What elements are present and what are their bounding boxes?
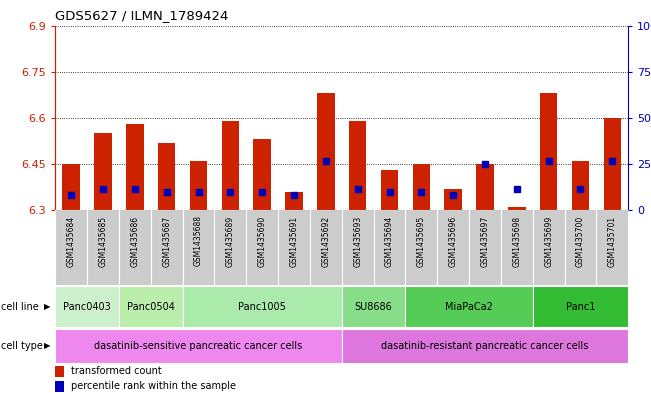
- Text: GSM1435697: GSM1435697: [480, 215, 490, 267]
- Bar: [533, 286, 628, 327]
- Text: GDS5627 / ILMN_1789424: GDS5627 / ILMN_1789424: [55, 9, 229, 22]
- Text: GSM1435685: GSM1435685: [98, 215, 107, 266]
- Text: GSM1435689: GSM1435689: [226, 215, 235, 266]
- Text: cell type: cell type: [1, 341, 42, 351]
- Bar: [119, 286, 183, 327]
- Text: GSM1435698: GSM1435698: [512, 215, 521, 266]
- Bar: [413, 164, 430, 210]
- Bar: [55, 381, 64, 391]
- Text: dasatinib-resistant pancreatic cancer cells: dasatinib-resistant pancreatic cancer ce…: [381, 341, 589, 351]
- Text: GSM1435693: GSM1435693: [353, 215, 362, 267]
- Bar: [285, 192, 303, 210]
- Bar: [190, 161, 207, 210]
- Bar: [342, 329, 628, 363]
- Text: ▶: ▶: [44, 342, 51, 350]
- Text: dasatinib-sensitive pancreatic cancer cells: dasatinib-sensitive pancreatic cancer ce…: [94, 341, 303, 351]
- Bar: [603, 118, 621, 210]
- Text: Panc1: Panc1: [566, 301, 595, 312]
- Bar: [126, 124, 144, 210]
- Text: cell line: cell line: [1, 301, 38, 312]
- Text: percentile rank within the sample: percentile rank within the sample: [71, 381, 236, 391]
- Bar: [445, 189, 462, 210]
- Bar: [221, 121, 239, 210]
- Bar: [94, 133, 112, 210]
- Text: GSM1435701: GSM1435701: [608, 215, 616, 266]
- Bar: [62, 164, 80, 210]
- Bar: [477, 164, 493, 210]
- Text: GSM1435686: GSM1435686: [130, 215, 139, 266]
- Bar: [406, 286, 533, 327]
- Text: GSM1435688: GSM1435688: [194, 215, 203, 266]
- Text: SU8686: SU8686: [355, 301, 393, 312]
- Text: GSM1435690: GSM1435690: [258, 215, 267, 267]
- Bar: [540, 93, 557, 210]
- Text: GSM1435691: GSM1435691: [290, 215, 299, 266]
- Bar: [55, 329, 342, 363]
- Text: GSM1435692: GSM1435692: [322, 215, 330, 266]
- Bar: [158, 143, 176, 210]
- Bar: [317, 93, 335, 210]
- Bar: [55, 366, 64, 377]
- Text: GSM1435700: GSM1435700: [576, 215, 585, 267]
- Text: Panc0403: Panc0403: [63, 301, 111, 312]
- Bar: [183, 286, 342, 327]
- Text: Panc0504: Panc0504: [127, 301, 174, 312]
- Text: GSM1435684: GSM1435684: [67, 215, 76, 266]
- Text: Panc1005: Panc1005: [238, 301, 286, 312]
- Text: transformed count: transformed count: [71, 367, 161, 376]
- Text: MiaPaCa2: MiaPaCa2: [445, 301, 493, 312]
- Bar: [381, 170, 398, 210]
- Bar: [342, 286, 406, 327]
- Bar: [349, 121, 367, 210]
- Text: GSM1435696: GSM1435696: [449, 215, 458, 267]
- Text: GSM1435687: GSM1435687: [162, 215, 171, 266]
- Text: GSM1435695: GSM1435695: [417, 215, 426, 267]
- Bar: [55, 286, 119, 327]
- Bar: [572, 161, 589, 210]
- Text: ▶: ▶: [44, 302, 51, 311]
- Bar: [508, 207, 525, 210]
- Text: GSM1435694: GSM1435694: [385, 215, 394, 267]
- Text: GSM1435699: GSM1435699: [544, 215, 553, 267]
- Bar: [253, 140, 271, 210]
